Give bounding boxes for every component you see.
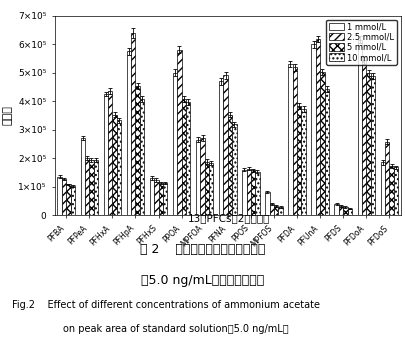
Bar xyxy=(265,192,270,215)
Bar xyxy=(177,50,181,215)
Y-axis label: 峰面积: 峰面积 xyxy=(2,105,13,125)
Bar xyxy=(173,73,177,215)
Bar xyxy=(163,183,167,215)
Bar xyxy=(311,44,316,215)
Bar xyxy=(58,177,62,215)
Bar xyxy=(70,186,75,215)
Bar xyxy=(335,204,339,215)
Bar xyxy=(270,204,274,215)
Bar xyxy=(154,180,158,215)
Bar xyxy=(381,162,385,215)
Bar xyxy=(158,183,163,215)
Bar xyxy=(94,160,98,215)
Text: on peak area of standard solution（5.0 ng/mL）: on peak area of standard solution（5.0 ng… xyxy=(63,324,288,335)
Bar xyxy=(81,138,85,215)
Bar xyxy=(385,142,389,215)
Bar xyxy=(251,170,255,215)
Bar xyxy=(316,39,320,215)
Bar xyxy=(131,33,135,215)
Bar xyxy=(339,206,343,215)
Bar xyxy=(135,86,140,215)
Bar xyxy=(181,99,186,215)
Bar xyxy=(288,64,293,215)
Bar xyxy=(247,169,251,215)
Text: （5.0 ng/mL）峰面积的影响: （5.0 ng/mL）峰面积的影响 xyxy=(141,274,264,287)
Text: 图 2    不同浓度乙酸锨对标准溶液: 图 2 不同浓度乙酸锨对标准溶液 xyxy=(140,243,265,256)
Bar xyxy=(371,76,375,215)
Bar xyxy=(104,94,108,215)
Bar xyxy=(224,75,228,215)
Bar xyxy=(85,158,89,215)
Bar xyxy=(324,89,329,215)
Bar xyxy=(293,67,297,215)
Bar xyxy=(362,60,366,215)
Bar xyxy=(209,163,213,215)
Text: Fig.2    Effect of different concentrations of ammonium acetate: Fig.2 Effect of different concentrations… xyxy=(12,300,320,310)
Bar xyxy=(62,179,66,215)
Bar xyxy=(358,40,362,215)
Bar xyxy=(150,178,154,215)
Bar xyxy=(205,162,209,215)
Bar xyxy=(366,73,371,215)
Bar xyxy=(127,51,131,215)
Bar xyxy=(117,120,121,215)
Bar xyxy=(232,125,237,215)
Bar xyxy=(196,139,200,215)
Bar xyxy=(255,171,260,215)
Bar xyxy=(66,184,70,215)
Bar xyxy=(394,167,398,215)
Bar xyxy=(228,115,232,215)
Bar xyxy=(108,91,113,215)
Bar xyxy=(219,81,224,215)
Bar xyxy=(200,138,205,215)
Bar xyxy=(89,160,94,215)
Bar xyxy=(343,207,347,215)
Bar xyxy=(186,102,190,215)
Bar xyxy=(274,206,278,215)
Bar xyxy=(297,106,301,215)
Bar xyxy=(242,170,247,215)
Bar xyxy=(347,209,352,215)
Bar xyxy=(140,99,144,215)
Legend: 1 mmol/L, 2.5 mmol/L, 5 mmol/L, 10 mmol/L: 1 mmol/L, 2.5 mmol/L, 5 mmol/L, 10 mmol/… xyxy=(326,20,397,65)
Bar xyxy=(301,109,306,215)
Text: 13种PFCs和2种内标物: 13种PFCs和2种内标物 xyxy=(188,213,270,223)
Bar xyxy=(112,115,117,215)
Bar xyxy=(320,72,324,215)
Bar xyxy=(278,207,283,215)
Bar xyxy=(389,166,394,215)
